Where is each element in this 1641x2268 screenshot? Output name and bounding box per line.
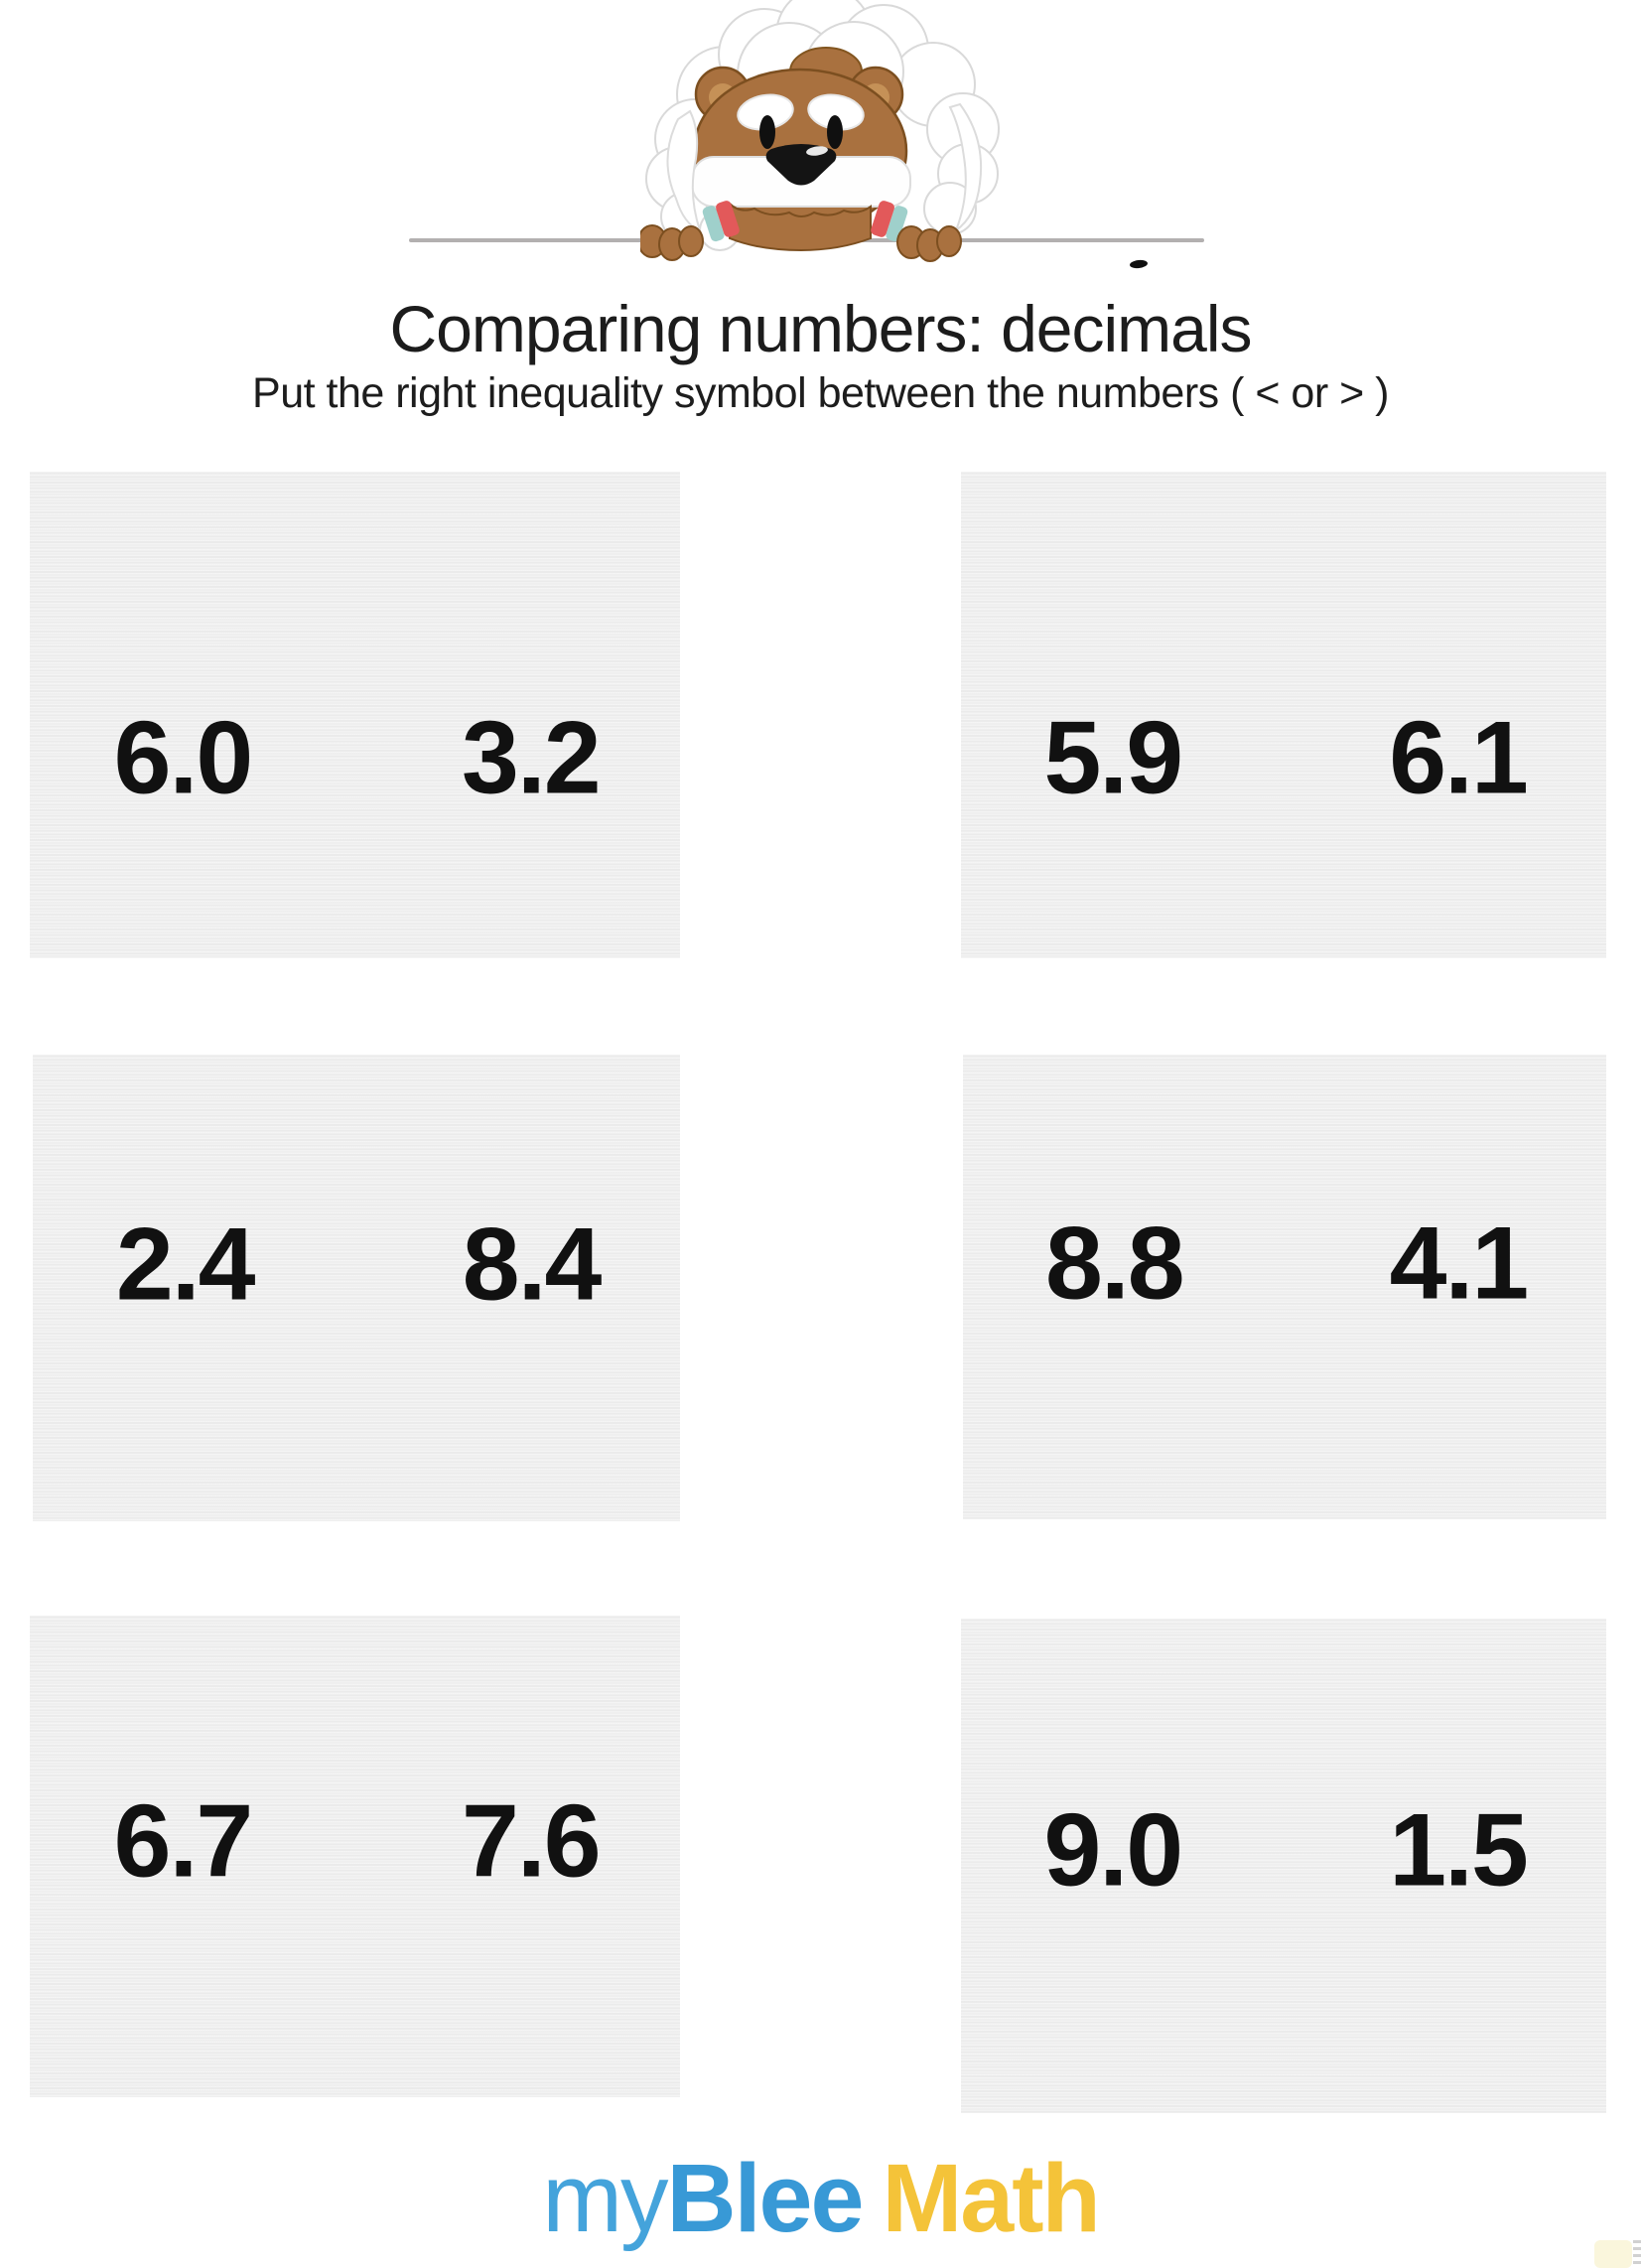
- logo-my: my: [542, 2144, 668, 2252]
- page-subtitle: Put the right inequality symbol between …: [252, 369, 1389, 417]
- problem-2-answer-slot[interactable]: [1209, 689, 1358, 828]
- problem-box-5[interactable]: 6.7 7.6: [30, 1616, 680, 2097]
- problem-1-left-number: 6.0: [113, 700, 254, 816]
- problem-3-left-number: 2.4: [115, 1206, 256, 1322]
- logo-blee: Blee: [666, 2144, 865, 2252]
- problem-2-right-number: 6.1: [1389, 700, 1529, 816]
- problem-4-answer-slot[interactable]: [1210, 1195, 1359, 1334]
- problem-3-answer-slot[interactable]: [282, 1196, 431, 1335]
- problem-5-right-number: 7.6: [462, 1783, 602, 1900]
- scan-artifact-smudge: [1594, 2240, 1632, 2268]
- problem-4-right-number: 4.1: [1389, 1205, 1530, 1322]
- problem-box-6[interactable]: 9.0 1.5: [961, 1619, 1606, 2113]
- scan-artifact-dots: [1633, 2240, 1641, 2268]
- problem-6-right-number: 1.5: [1389, 1792, 1529, 1909]
- problem-2-left-number: 5.9: [1043, 700, 1183, 816]
- page-title: Comparing numbers: decimals: [389, 292, 1252, 365]
- problem-6-left-number: 9.0: [1043, 1792, 1183, 1909]
- myblee-math-logo: myBlee Math: [0, 2143, 1641, 2254]
- problem-1-right-number: 3.2: [462, 700, 602, 816]
- problem-5-left-number: 6.7: [113, 1783, 254, 1900]
- problem-box-1[interactable]: 6.0 3.2: [30, 472, 680, 958]
- einstein-bear-icon: [640, 0, 1000, 262]
- problem-3-right-number: 8.4: [462, 1206, 603, 1322]
- ink-dash-artifact: [1129, 259, 1149, 269]
- logo-math: Math: [882, 2144, 1100, 2252]
- problem-box-3[interactable]: 2.4 8.4: [33, 1055, 680, 1521]
- problem-box-4[interactable]: 8.8 4.1: [963, 1055, 1606, 1519]
- problem-5-answer-slot[interactable]: [281, 1772, 430, 1912]
- problem-1-answer-slot[interactable]: [281, 689, 430, 828]
- problem-6-answer-slot[interactable]: [1209, 1781, 1358, 1920]
- problem-box-2[interactable]: 5.9 6.1: [961, 472, 1606, 958]
- problem-4-left-number: 8.8: [1044, 1205, 1185, 1322]
